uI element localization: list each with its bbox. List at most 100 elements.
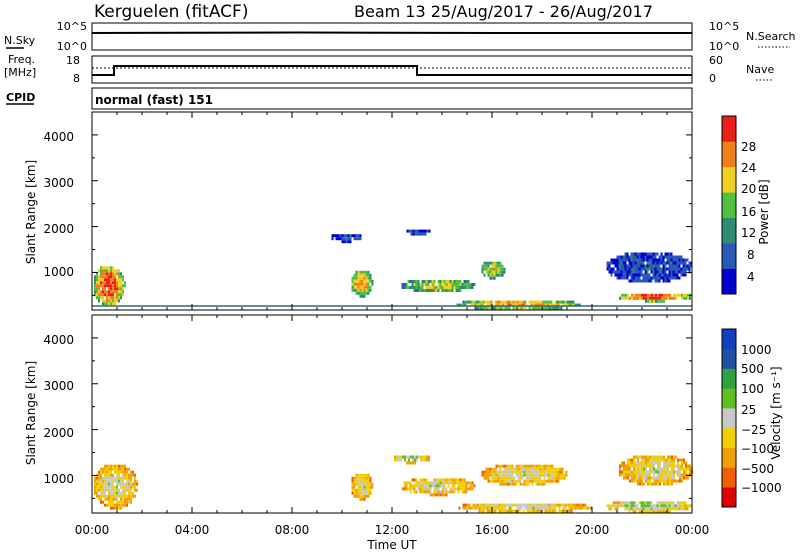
data-cell: [480, 506, 483, 510]
data-cell: [100, 494, 102, 498]
data-cell: [404, 458, 406, 462]
data-cell: [501, 470, 504, 474]
data-cell: [445, 289, 448, 292]
data-cell: [552, 509, 555, 513]
data-cell: [114, 494, 116, 498]
data-cell: [483, 261, 486, 265]
data-cell: [547, 470, 550, 474]
data-cell: [546, 509, 549, 513]
data-cell: [491, 470, 494, 474]
data-cell: [112, 482, 114, 486]
data-cell: [413, 289, 416, 292]
data-cell: [357, 476, 360, 480]
data-cell: [457, 490, 460, 494]
data-cell: [499, 479, 502, 483]
data-cell: [104, 284, 106, 288]
velocity-cbar-tick: −1000: [741, 481, 782, 495]
data-cell: [106, 299, 108, 303]
data-cell: [407, 286, 410, 289]
data-cell: [656, 270, 659, 274]
data-cell: [489, 261, 492, 265]
data-cell: [539, 482, 542, 486]
data-cell: [488, 503, 491, 507]
data-cell: [361, 282, 364, 286]
data-cell: [365, 273, 368, 277]
data-cell: [686, 504, 689, 508]
data-cell: [644, 501, 647, 505]
data-cell: [668, 510, 671, 514]
data-cell: [631, 470, 633, 474]
data-cell: [670, 258, 673, 262]
data-cell: [529, 467, 532, 471]
data-cell: [495, 273, 498, 277]
data-cell: [112, 464, 114, 468]
data-cell: [631, 476, 633, 480]
data-cell: [532, 509, 535, 513]
data-cell: [537, 479, 540, 483]
data-cell: [106, 476, 108, 480]
data-cell: [108, 302, 110, 306]
data-cell: [663, 482, 665, 486]
data-cell: [658, 510, 661, 514]
data-cell: [413, 478, 416, 482]
data-cell: [673, 293, 675, 297]
data-cell: [96, 296, 98, 300]
data-cell: [620, 270, 623, 274]
data-cell: [331, 237, 334, 241]
data-cell: [650, 264, 653, 268]
data-cell: [634, 276, 637, 280]
data-cell: [621, 293, 623, 297]
data-cell: [643, 473, 645, 477]
data-cell: [683, 476, 685, 480]
data-cell: [664, 276, 667, 280]
data-cell: [128, 476, 130, 480]
data-cell: [668, 267, 671, 271]
data-cell: [643, 464, 645, 468]
data-cell: [646, 261, 649, 265]
data-cell: [659, 299, 661, 303]
data-cell: [531, 479, 534, 483]
data-cell: [667, 293, 669, 297]
data-cell: [102, 482, 104, 486]
data-cell: [96, 491, 98, 495]
data-cell: [661, 455, 663, 459]
data-cell: [122, 482, 124, 486]
data-cell: [549, 476, 552, 480]
data-cell: [631, 458, 633, 462]
data-cell: [349, 237, 352, 241]
data-cell: [622, 273, 625, 277]
data-cell: [509, 482, 512, 486]
data-cell: [464, 506, 467, 510]
data-cell: [345, 234, 348, 238]
data-cell: [668, 261, 671, 265]
data-cell: [110, 275, 112, 279]
data-cell: [641, 476, 643, 480]
data-cell: [106, 497, 108, 501]
data-cell: [102, 494, 104, 498]
data-cell: [534, 503, 537, 507]
data-cell: [658, 501, 661, 505]
data-cell: [359, 488, 362, 492]
data-cell: [104, 497, 106, 501]
data-cell: [656, 279, 659, 283]
data-cell: [639, 467, 641, 471]
data-cell: [122, 275, 124, 279]
data-cell: [646, 273, 649, 277]
data-cell: [667, 296, 669, 300]
data-cell: [357, 273, 360, 277]
data-cell: [568, 303, 571, 307]
data-cell: [623, 296, 625, 300]
data-cell: [679, 476, 681, 480]
data-cell: [672, 255, 675, 259]
data-cell: [558, 303, 561, 307]
data-cell: [100, 266, 102, 270]
data-cell: [510, 506, 513, 510]
data-cell: [648, 261, 651, 265]
data-cell: [501, 267, 504, 271]
data-cell: [634, 258, 637, 262]
data-cell: [663, 464, 665, 468]
data-cell: [421, 487, 424, 491]
data-cell: [548, 306, 551, 310]
data-cell: [500, 503, 503, 507]
data-cell: [493, 264, 496, 268]
